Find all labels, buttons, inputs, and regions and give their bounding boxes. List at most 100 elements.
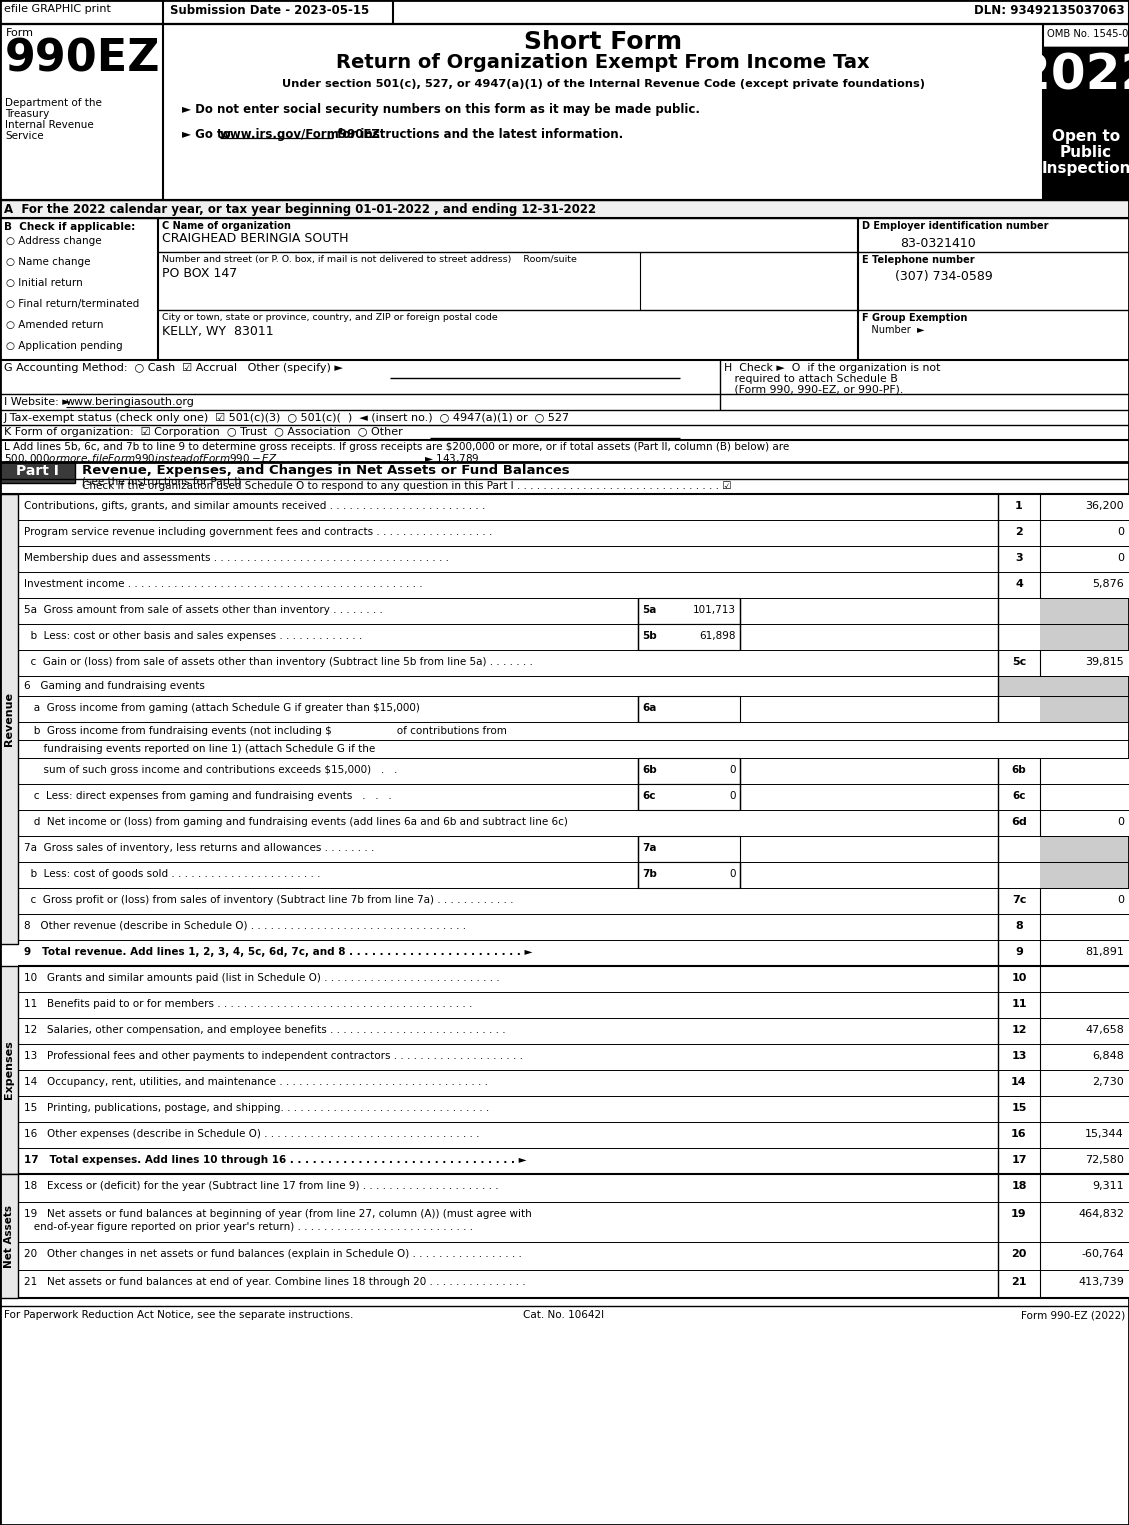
Text: Inspection: Inspection xyxy=(1041,162,1129,175)
Bar xyxy=(0,200,1129,218)
Text: c  Less: direct expenses from gaming and fundraising events   .   .   .: c Less: direct expenses from gaming and … xyxy=(24,791,392,801)
Bar xyxy=(1040,572,1129,598)
Text: Part I: Part I xyxy=(16,464,59,477)
Bar xyxy=(998,810,1040,836)
Bar xyxy=(1040,913,1129,939)
Text: 990EZ: 990EZ xyxy=(5,38,160,81)
Text: OMB No. 1545-0047: OMB No. 1545-0047 xyxy=(1047,29,1129,40)
Text: E Telephone number: E Telephone number xyxy=(863,255,974,265)
Text: Short Form: Short Form xyxy=(524,30,682,53)
Bar xyxy=(1040,784,1129,810)
Bar xyxy=(998,991,1040,1019)
Text: Submission Date - 2023-05-15: Submission Date - 2023-05-15 xyxy=(170,5,369,17)
Text: 6b: 6b xyxy=(642,766,657,775)
Bar xyxy=(1043,122,1129,200)
Text: ○ Address change: ○ Address change xyxy=(6,236,102,246)
Text: b  Gross income from fundraising events (not including $                    of c: b Gross income from fundraising events (… xyxy=(24,726,507,737)
Text: b  Less: cost of goods sold . . . . . . . . . . . . . . . . . . . . . . .: b Less: cost of goods sold . . . . . . .… xyxy=(24,869,321,878)
Bar xyxy=(998,862,1129,888)
Text: www.beringiasouth.org: www.beringiasouth.org xyxy=(65,396,195,407)
Text: 12   Salaries, other compensation, and employee benefits . . . . . . . . . . . .: 12 Salaries, other compensation, and emp… xyxy=(24,1025,506,1035)
Text: 7b: 7b xyxy=(642,869,657,878)
Text: 15,344: 15,344 xyxy=(1085,1128,1124,1139)
Bar xyxy=(638,862,739,888)
Bar xyxy=(998,965,1040,991)
Bar xyxy=(1040,810,1129,836)
Bar xyxy=(0,462,75,483)
Bar xyxy=(1040,1096,1129,1122)
Text: 0: 0 xyxy=(1117,817,1124,827)
Bar xyxy=(998,1241,1040,1270)
Bar xyxy=(0,965,18,1174)
Text: C Name of organization: C Name of organization xyxy=(161,221,291,230)
Text: ○ Initial return: ○ Initial return xyxy=(6,278,82,288)
Text: K Form of organization:  ☑ Corporation  ○ Trust  ○ Association  ○ Other: K Form of organization: ☑ Corporation ○ … xyxy=(5,427,403,438)
Text: 18   Excess or (deficit) for the year (Subtract line 17 from line 9) . . . . . .: 18 Excess or (deficit) for the year (Sub… xyxy=(24,1180,499,1191)
Text: Internal Revenue: Internal Revenue xyxy=(5,120,94,130)
Text: ○ Amended return: ○ Amended return xyxy=(6,320,104,329)
Text: 6   Gaming and fundraising events: 6 Gaming and fundraising events xyxy=(24,682,204,691)
Bar xyxy=(1040,1019,1129,1045)
Text: 36,200: 36,200 xyxy=(1085,502,1124,511)
Text: G Accounting Method:  ○ Cash  ☑ Accrual   Other (specify) ►: G Accounting Method: ○ Cash ☑ Accrual Ot… xyxy=(5,363,343,374)
Text: for instructions and the latest information.: for instructions and the latest informat… xyxy=(333,128,623,140)
Text: 8: 8 xyxy=(1015,921,1023,930)
Text: D Employer identification number: D Employer identification number xyxy=(863,221,1049,230)
Bar xyxy=(1040,991,1129,1019)
Bar xyxy=(1040,1270,1129,1298)
Bar xyxy=(998,676,1129,695)
Bar xyxy=(998,624,1040,650)
Bar xyxy=(998,939,1040,965)
Text: 0: 0 xyxy=(1117,554,1124,563)
Text: 15   Printing, publications, postage, and shipping. . . . . . . . . . . . . . . : 15 Printing, publications, postage, and … xyxy=(24,1103,489,1113)
Text: A  For the 2022 calendar year, or tax year beginning 01-01-2022 , and ending 12-: A For the 2022 calendar year, or tax yea… xyxy=(5,203,596,217)
Bar xyxy=(998,1071,1040,1096)
Text: 17   Total expenses. Add lines 10 through 16 . . . . . . . . . . . . . . . . . .: 17 Total expenses. Add lines 10 through … xyxy=(24,1154,526,1165)
Text: 6c: 6c xyxy=(642,791,656,801)
Bar xyxy=(998,598,1040,624)
Text: 2: 2 xyxy=(1015,528,1023,537)
Text: 19   Net assets or fund balances at beginning of year (from line 27, column (A)): 19 Net assets or fund balances at beginn… xyxy=(24,1209,532,1218)
Text: Program service revenue including government fees and contracts . . . . . . . . : Program service revenue including govern… xyxy=(24,528,492,537)
Bar xyxy=(1040,1122,1129,1148)
Text: (307) 734-0589: (307) 734-0589 xyxy=(895,270,992,284)
Bar xyxy=(1040,888,1129,913)
Text: 61,898: 61,898 xyxy=(700,631,736,640)
Text: ► Do not enter social security numbers on this form as it may be made public.: ► Do not enter social security numbers o… xyxy=(182,104,700,116)
Bar xyxy=(1040,650,1129,676)
Text: B  Check if applicable:: B Check if applicable: xyxy=(5,223,135,232)
Text: 14   Occupancy, rent, utilities, and maintenance . . . . . . . . . . . . . . . .: 14 Occupancy, rent, utilities, and maint… xyxy=(24,1077,488,1087)
Bar xyxy=(1040,1202,1129,1241)
Bar xyxy=(1040,939,1129,965)
Bar xyxy=(638,598,739,624)
Bar xyxy=(1040,1241,1129,1270)
Text: Form 990-EZ (2022): Form 990-EZ (2022) xyxy=(1021,1310,1124,1321)
Bar xyxy=(998,650,1040,676)
Text: 20   Other changes in net assets or fund balances (explain in Schedule O) . . . : 20 Other changes in net assets or fund b… xyxy=(24,1249,522,1260)
Bar xyxy=(998,913,1040,939)
Text: ○ Application pending: ○ Application pending xyxy=(6,342,123,351)
Bar xyxy=(638,836,739,862)
Bar xyxy=(998,546,1040,572)
Text: sum of such gross income and contributions exceeds $15,000)   .   .: sum of such gross income and contributio… xyxy=(24,766,397,775)
Text: For Paperwork Reduction Act Notice, see the separate instructions.: For Paperwork Reduction Act Notice, see … xyxy=(5,1310,353,1321)
Text: Service: Service xyxy=(5,131,44,140)
Text: 6c: 6c xyxy=(1013,791,1026,801)
Text: a  Gross income from gaming (attach Schedule G if greater than $15,000): a Gross income from gaming (attach Sched… xyxy=(24,703,420,714)
Text: F Group Exemption: F Group Exemption xyxy=(863,313,968,323)
Text: 9: 9 xyxy=(1015,947,1023,958)
Bar xyxy=(998,1096,1040,1122)
Bar xyxy=(1040,758,1129,784)
Text: City or town, state or province, country, and ZIP or foreign postal code: City or town, state or province, country… xyxy=(161,313,498,322)
Text: 0: 0 xyxy=(1117,528,1124,537)
Text: 2,730: 2,730 xyxy=(1092,1077,1124,1087)
Text: 5b: 5b xyxy=(642,631,657,640)
Text: 0: 0 xyxy=(729,791,736,801)
Text: 20: 20 xyxy=(1012,1249,1026,1260)
Bar xyxy=(1040,965,1129,991)
Text: Expenses: Expenses xyxy=(5,1040,14,1100)
Text: H  Check ►  O  if the organization is not: H Check ► O if the organization is not xyxy=(724,363,940,374)
Text: Revenue: Revenue xyxy=(5,692,14,746)
Text: c  Gross profit or (loss) from sales of inventory (Subtract line 7b from line 7a: c Gross profit or (loss) from sales of i… xyxy=(24,895,514,904)
Text: 72,580: 72,580 xyxy=(1085,1154,1124,1165)
